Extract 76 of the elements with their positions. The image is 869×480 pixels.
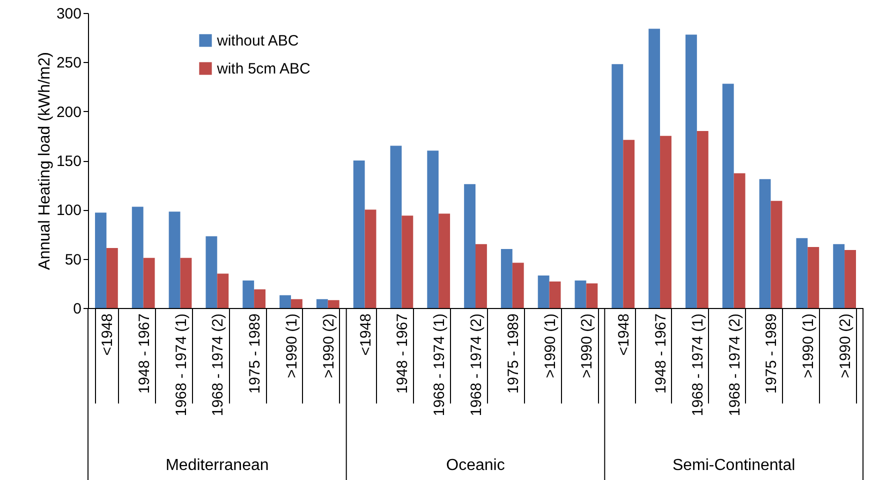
text: Oceanic <box>446 457 505 474</box>
bar <box>168 212 180 308</box>
bar <box>95 212 106 308</box>
x-tick-label: >1990 (2) <box>578 314 596 378</box>
legend-label: without ABC <box>216 32 299 50</box>
bar <box>500 249 512 308</box>
y-tick-label: 200 <box>56 104 82 121</box>
x-tick-label: 1968 - 1974 (2) <box>468 314 485 416</box>
bar <box>538 276 550 308</box>
bar <box>623 140 635 308</box>
x-tick-label: >1990 (1) <box>800 314 818 378</box>
bar <box>770 200 782 308</box>
x-tick-label: >1990 (1) <box>542 314 559 378</box>
bar <box>143 258 155 308</box>
bar <box>464 184 476 308</box>
bar <box>280 295 291 308</box>
x-tick-label: 1948 - 1967 <box>652 314 670 394</box>
bar <box>796 238 808 308</box>
bar <box>106 248 118 308</box>
bar <box>648 28 660 308</box>
x-tick-label: <1948 <box>616 314 633 356</box>
bar <box>844 250 856 308</box>
y-tick-label: 250 <box>56 54 82 72</box>
legend-label: with 5cm ABC <box>216 60 311 78</box>
x-tick-label: 1968 - 1974 (1) <box>689 314 706 416</box>
bar <box>180 258 192 308</box>
x-tick-label: 1968 - 1974 (1) <box>172 314 190 416</box>
bar <box>390 146 402 308</box>
bar <box>438 214 450 308</box>
bar <box>402 216 414 308</box>
bar <box>734 173 746 308</box>
y-tick-label: 0 <box>73 300 82 318</box>
y-axis-title: Annual Heating load (kWh/m2) <box>36 52 54 270</box>
bar <box>685 34 697 308</box>
bar <box>427 150 439 308</box>
y-tick-label: 150 <box>56 153 82 170</box>
bar <box>290 299 302 308</box>
x-tick-label: <1948 <box>98 314 116 356</box>
text: Mediterranean <box>166 457 269 474</box>
bar <box>833 244 845 308</box>
x-tick-label: >1990 (2) <box>320 314 338 378</box>
bar <box>132 206 144 308</box>
bar <box>574 280 586 308</box>
bar <box>242 280 254 308</box>
x-tick-label: >1990 (1) <box>283 314 300 378</box>
bar <box>364 210 376 308</box>
x-tick-label: >1990 (2) <box>837 314 854 378</box>
bar <box>217 274 229 308</box>
y-tick-label: 100 <box>56 202 82 220</box>
bar <box>660 136 672 308</box>
x-tick-label: 1968 - 1974 (2) <box>210 314 227 416</box>
x-tick-label: 1975 - 1989 <box>763 314 780 394</box>
bar <box>549 281 561 308</box>
bar <box>808 247 820 308</box>
text: Semi-Continental <box>672 457 796 474</box>
bar <box>328 300 340 308</box>
x-tick-label: 1948 - 1967 <box>136 314 153 394</box>
bar <box>353 160 365 308</box>
x-tick-label: 1968 - 1974 (2) <box>726 314 744 416</box>
bar <box>476 244 487 308</box>
x-tick-label: <1948 <box>357 314 374 356</box>
bar <box>206 236 218 308</box>
bar <box>254 289 266 308</box>
bar <box>316 299 328 308</box>
x-tick-label: 1975 - 1989 <box>246 314 264 394</box>
x-tick-label: 1948 - 1967 <box>394 314 412 394</box>
bar <box>696 131 708 308</box>
bar <box>586 283 598 308</box>
bar <box>722 84 734 308</box>
y-tick-label: 50 <box>64 251 82 268</box>
bar <box>759 179 771 308</box>
bar <box>612 64 624 308</box>
x-tick-label: 1968 - 1974 (1) <box>431 314 448 416</box>
bar <box>512 262 524 308</box>
y-tick-label: 300 <box>56 6 82 22</box>
x-tick-label: 1975 - 1989 <box>504 314 522 394</box>
